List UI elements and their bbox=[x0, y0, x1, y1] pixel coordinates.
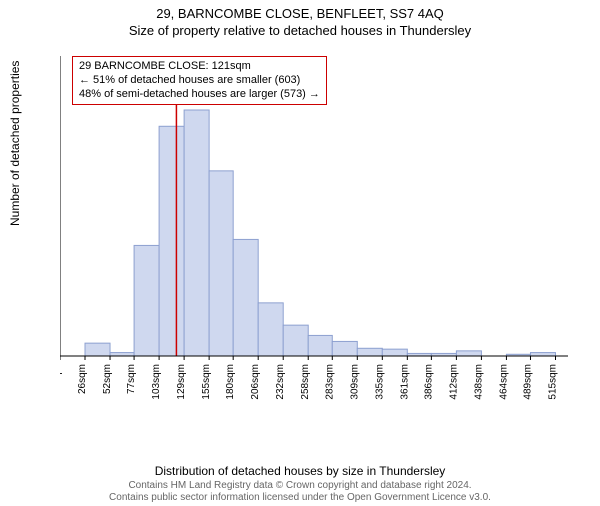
histogram-bar bbox=[209, 171, 233, 356]
histogram-bar bbox=[530, 353, 555, 356]
histogram-bar bbox=[258, 303, 283, 356]
page-title: 29, BARNCOMBE CLOSE, BENFLEET, SS7 4AQ bbox=[0, 6, 600, 21]
x-tick-label: 180sqm bbox=[225, 364, 236, 400]
histogram-bar bbox=[110, 353, 134, 356]
x-tick-label: 103sqm bbox=[151, 364, 162, 400]
x-tick-label: 26sqm bbox=[77, 364, 88, 394]
histogram-bar bbox=[134, 245, 159, 356]
histogram-bar bbox=[184, 110, 209, 356]
x-tick-label: 258sqm bbox=[300, 364, 311, 400]
histogram-bar bbox=[283, 325, 308, 356]
x-tick-label: 464sqm bbox=[498, 364, 509, 400]
x-tick-label: 438sqm bbox=[473, 364, 484, 400]
histogram-bar bbox=[332, 341, 357, 356]
x-tick-label: 361sqm bbox=[399, 364, 410, 400]
callout-line2: ← 51% of detached houses are smaller (60… bbox=[79, 74, 320, 88]
x-tick-label: 155sqm bbox=[201, 364, 212, 400]
page-subtitle: Size of property relative to detached ho… bbox=[0, 23, 600, 38]
histogram-bar bbox=[233, 239, 258, 356]
x-tick-label: 412sqm bbox=[448, 364, 459, 400]
x-tick-label: 77sqm bbox=[126, 364, 137, 394]
footer-line2: Contains public sector information licen… bbox=[0, 492, 600, 504]
x-axis-label: Distribution of detached houses by size … bbox=[0, 464, 600, 478]
x-tick-label: 283sqm bbox=[324, 364, 335, 400]
x-tick-label: 309sqm bbox=[349, 364, 360, 400]
x-tick-label: 232sqm bbox=[275, 364, 286, 400]
histogram-bar bbox=[85, 343, 110, 356]
x-tick-label: 129sqm bbox=[176, 364, 187, 400]
footer: Contains HM Land Registry data © Crown c… bbox=[0, 480, 600, 504]
x-tick-label: 386sqm bbox=[423, 364, 434, 400]
x-tick-label: 0sqm bbox=[60, 364, 63, 388]
footer-line1: Contains HM Land Registry data © Crown c… bbox=[0, 480, 600, 492]
x-tick-label: 206sqm bbox=[250, 364, 261, 400]
histogram-bar bbox=[308, 335, 332, 356]
x-tick-label: 52sqm bbox=[102, 364, 113, 394]
histogram-bar bbox=[159, 126, 184, 356]
x-tick-label: 335sqm bbox=[374, 364, 385, 400]
y-axis-label: Number of detached properties bbox=[8, 61, 22, 226]
callout-line1: 29 BARNCOMBE CLOSE: 121sqm bbox=[79, 60, 320, 74]
marker-callout: 29 BARNCOMBE CLOSE: 121sqm ← 51% of deta… bbox=[72, 56, 327, 105]
callout-line3: 48% of semi-detached houses are larger (… bbox=[79, 88, 320, 102]
histogram-bar bbox=[456, 351, 481, 356]
histogram-bar bbox=[382, 349, 407, 356]
histogram-bar bbox=[357, 348, 382, 356]
x-tick-label: 489sqm bbox=[522, 364, 533, 400]
x-tick-label: 515sqm bbox=[547, 364, 558, 400]
